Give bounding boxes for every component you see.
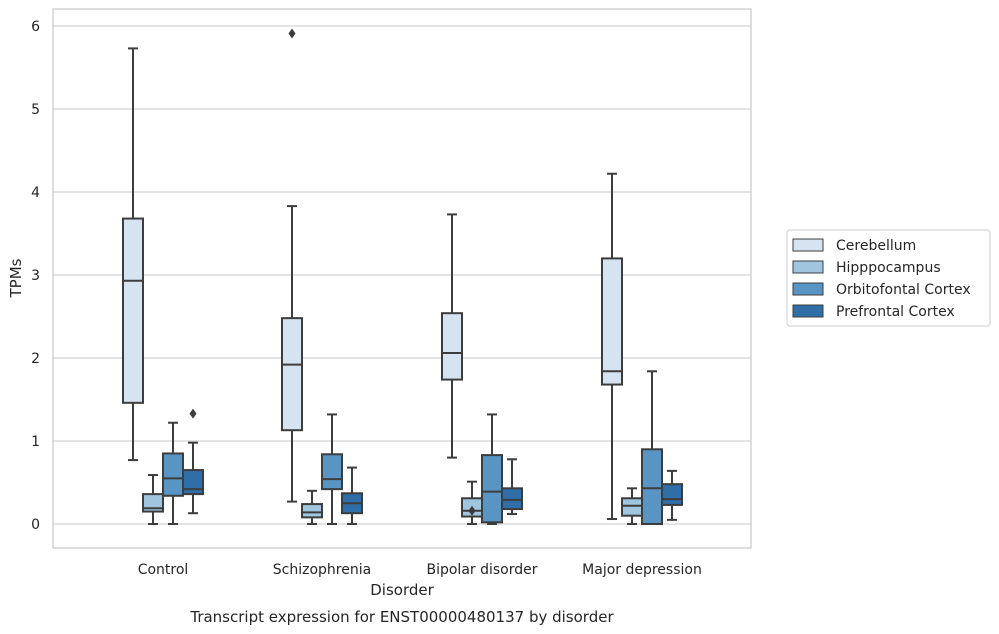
box-cerebellum [601,172,623,521]
y-tick-label: 4 [31,185,40,201]
plot-frame [52,8,752,549]
box-cerebellum [122,47,144,462]
x-tick-label: Bipolar disorder [426,562,537,578]
box-iqr [501,487,523,511]
x-axis: Control Schizophrenia Bipolar disorder Majo… [138,562,702,578]
x-axis-title: Disorder [370,581,434,599]
plot-area [122,28,683,525]
box-iqr [281,317,303,432]
y-tick-label: 5 [31,102,40,118]
legend-swatch [792,260,824,274]
y-axis-title: TPMs [7,258,25,298]
box-iqr [481,454,503,524]
chart-caption: Transcript expression for ENST0000048013… [189,608,614,626]
box-hipppocampus [621,487,643,525]
legend-label: Prefrontal Cortex [836,304,955,320]
box-hipppocampus [301,489,323,525]
legend: Cerebellum Hipppocampus Orbitofontal Corte… [786,229,991,327]
legend-label: Orbitofontal Cortex [836,282,971,298]
box-iqr [661,483,683,506]
box-orbitofontal-cortex [641,370,663,525]
box-prefrontal-cortex [341,466,363,525]
grid-lines [53,25,751,525]
outlier-point [189,408,197,419]
outlier-point [288,28,296,39]
legend-swatch [792,282,824,296]
legend-frame [786,229,991,327]
box-prefrontal-cortex [182,408,204,515]
x-tick-label: Schizophrenia [273,562,371,578]
y-tick-label: 2 [31,351,40,367]
box-iqr [641,448,663,525]
box-orbitofontal-cortex [321,413,343,525]
box-iqr [162,452,184,497]
y-tick-label: 1 [31,434,40,450]
legend-label: Cerebellum [836,238,916,254]
x-tick-label: Control [138,562,189,578]
outlier-point [468,505,476,516]
box-hipppocampus [142,474,164,525]
box-iqr [301,503,323,519]
y-tick-label: 3 [31,268,40,284]
box-iqr [122,217,144,404]
box-orbitofontal-cortex [162,421,184,525]
box-prefrontal-cortex [501,458,523,516]
box-hipppocampus [461,480,483,525]
box-cerebellum [281,28,303,503]
legend-label: Hipppocampus [836,260,941,276]
box-cerebellum [441,213,463,459]
y-tick-label: 6 [31,19,40,35]
box-orbitofontal-cortex [481,413,503,525]
legend-swatch [792,238,824,252]
x-tick-label: Major depression [582,562,702,578]
y-tick-label: 0 [31,517,40,533]
box-iqr [142,493,164,513]
y-axis: 0 1 2 3 4 5 6 [31,19,40,533]
box-iqr [621,497,643,517]
box-prefrontal-cortex [661,469,683,521]
legend-swatch [792,304,824,318]
box-iqr [321,453,343,491]
box-iqr [601,257,623,386]
box-iqr [182,469,204,496]
box-iqr [441,312,463,381]
